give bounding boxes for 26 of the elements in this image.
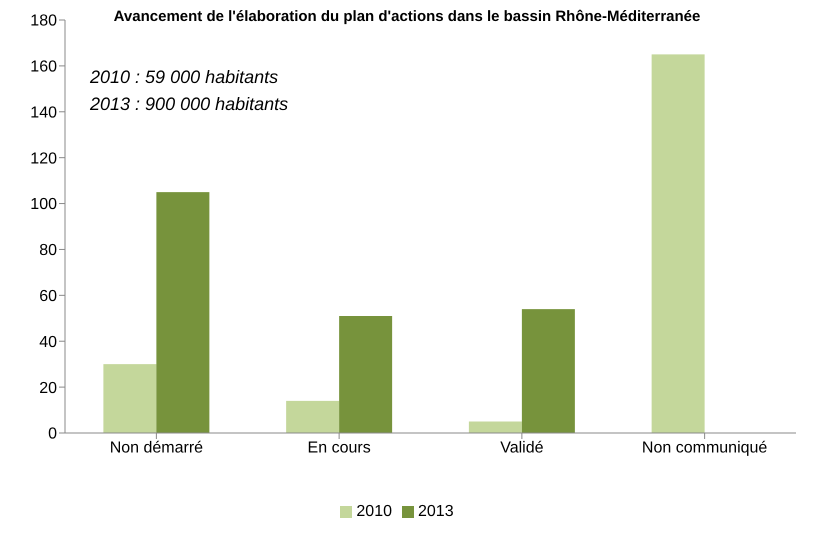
x-tick-label: Non communiqué: [642, 439, 768, 456]
y-tick-label: 20: [39, 380, 58, 397]
y-tick-label: 0: [48, 426, 58, 443]
chart-title: Avancement de l'élaboration du plan d'actions dans le bassin Rhône-Méditerranée: [114, 8, 700, 25]
bar: [652, 54, 705, 433]
bar: [468, 422, 522, 433]
y-tick-label: 140: [30, 104, 58, 122]
y-tick-label: 80: [39, 242, 58, 260]
y-tick-label: 120: [30, 150, 58, 168]
bar: [286, 400, 340, 433]
bar: [156, 192, 210, 433]
bar: [103, 364, 156, 433]
y-tick-label: 160: [30, 58, 58, 76]
x-tick-label: Non démarré: [110, 439, 204, 456]
bar: [522, 309, 575, 433]
y-tick-label: 100: [30, 196, 58, 214]
legend-label: 2013: [418, 503, 454, 520]
annotation: 2010 : 59 000 habitants: [90, 66, 280, 89]
y-tick-label: 180: [30, 12, 58, 30]
annotation: 2013 : 900 000 habitants: [90, 93, 288, 116]
bar: [339, 316, 392, 433]
y-tick-label: 40: [39, 334, 58, 351]
legend-label: 2010: [356, 503, 392, 520]
x-tick-label: En cours: [308, 439, 371, 456]
x-tick-label: Validé: [500, 439, 544, 456]
y-tick-label: 60: [39, 288, 58, 306]
